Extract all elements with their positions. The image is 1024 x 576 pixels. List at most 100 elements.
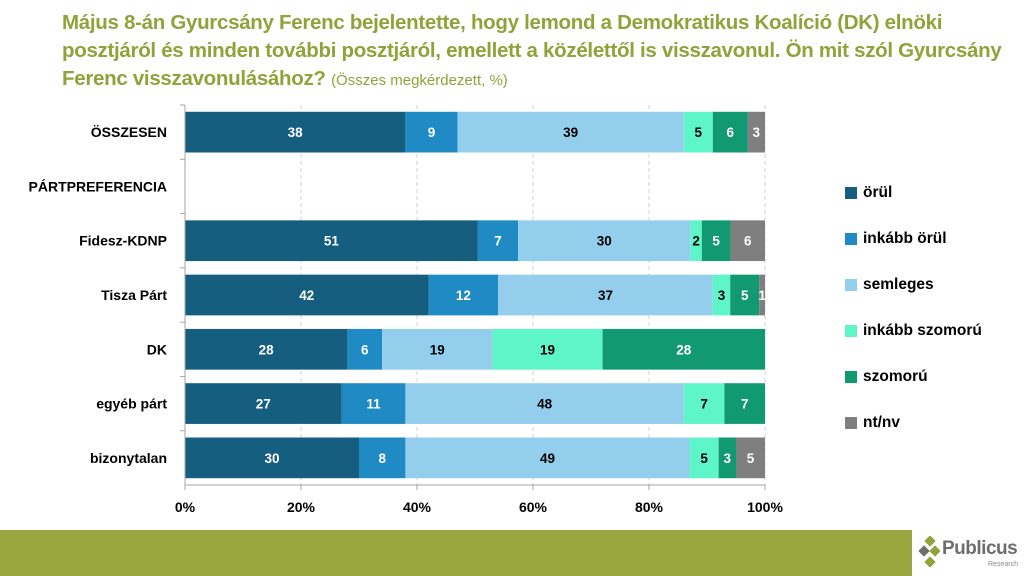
bar-segment xyxy=(428,274,499,316)
x-tick-label: 80% xyxy=(635,499,664,515)
logo-sub: Research xyxy=(988,561,1018,568)
data-label: 7 xyxy=(700,397,708,412)
legend-swatch xyxy=(845,233,857,245)
bar-segment xyxy=(747,111,765,153)
category-label: egyéb párt xyxy=(96,396,167,412)
bar-segment xyxy=(759,274,765,316)
data-label: 6 xyxy=(361,342,369,357)
data-label: 5 xyxy=(695,125,703,140)
category-label: ÖSSZESEN xyxy=(91,124,167,140)
data-label: 7 xyxy=(494,234,502,249)
publicus-logo: Publicus Research xyxy=(918,534,1022,574)
data-label: 2 xyxy=(692,234,700,249)
bar-segment xyxy=(683,111,713,153)
logo-name: Publicus xyxy=(942,538,1018,559)
legend-swatch xyxy=(845,325,857,337)
legend-item: örül xyxy=(845,183,982,229)
data-label: 27 xyxy=(256,397,271,412)
data-label: 9 xyxy=(428,125,436,140)
legend-swatch xyxy=(845,371,857,383)
data-label: 39 xyxy=(563,125,578,140)
data-label: 1 xyxy=(758,288,766,303)
data-label: 6 xyxy=(744,234,752,249)
x-tick-label: 100% xyxy=(747,499,783,515)
data-label: 5 xyxy=(741,288,749,303)
category-label: DK xyxy=(147,341,167,357)
bar-segment xyxy=(185,220,478,262)
data-label: 30 xyxy=(597,234,612,249)
data-label: 19 xyxy=(540,342,555,357)
x-tick-label: 20% xyxy=(287,499,316,515)
bar-segment xyxy=(185,383,342,424)
bar-segment xyxy=(382,328,493,370)
data-label: 51 xyxy=(324,234,340,249)
bar-segment xyxy=(185,328,348,370)
bar-segment xyxy=(405,111,458,153)
legend-item: inkább szomorú xyxy=(845,321,982,367)
bar-segment xyxy=(712,274,731,316)
category-label: bizonytalan xyxy=(90,450,167,466)
bar-segment xyxy=(341,383,406,424)
data-label: 30 xyxy=(264,451,279,466)
data-label: 6 xyxy=(726,125,734,140)
data-label: 3 xyxy=(718,288,726,303)
bar-segment xyxy=(477,220,519,262)
bar-segment xyxy=(718,437,736,479)
bar-segment xyxy=(457,111,684,153)
data-label: 12 xyxy=(456,288,471,303)
bar-segment xyxy=(498,274,713,316)
legend-label: inkább örül xyxy=(863,230,947,247)
data-label: 37 xyxy=(598,288,613,303)
bar-segment xyxy=(518,220,691,262)
legend-label: inkább szomorú xyxy=(863,322,982,339)
bar-segment xyxy=(492,328,603,370)
bar-segment xyxy=(701,220,731,262)
legend-swatch xyxy=(845,279,857,291)
legend-label: szomorú xyxy=(863,368,928,385)
legend-swatch xyxy=(845,187,857,199)
legend-label: örül xyxy=(863,184,893,201)
x-tick-label: 60% xyxy=(519,499,548,515)
data-label: 5 xyxy=(747,451,755,466)
data-label: 8 xyxy=(378,451,386,466)
chart-subtitle: (Összes megkérdezett, %) xyxy=(331,72,508,89)
chart-title: Május 8-án Gyurcsány Ferenc bejelentette… xyxy=(62,9,1012,95)
category-label: PÁRTPREFERENCIA xyxy=(29,178,167,194)
data-label: 42 xyxy=(299,288,314,303)
bar-segment xyxy=(185,274,429,316)
bar-segment xyxy=(602,328,765,370)
bar-segment xyxy=(185,437,359,479)
data-label: 49 xyxy=(540,451,555,466)
data-label: 7 xyxy=(741,397,749,412)
bar-segment xyxy=(405,383,684,424)
bar-segment xyxy=(712,111,748,153)
category-label: Fidesz-KDNP xyxy=(79,233,167,249)
bar-segment xyxy=(690,220,702,262)
x-tick-label: 40% xyxy=(403,499,432,515)
bar-segment xyxy=(359,437,406,479)
bar-segment xyxy=(405,437,690,479)
category-label: Tisza Párt xyxy=(101,287,167,303)
bar-segment xyxy=(185,111,406,153)
bar-segment xyxy=(736,437,765,479)
bar-segment xyxy=(724,383,765,424)
bar-segment xyxy=(347,328,383,370)
bar-segment xyxy=(730,220,765,262)
legend-item: nt/nv xyxy=(845,413,982,459)
data-label: 19 xyxy=(430,342,445,357)
diamond-cluster-icon xyxy=(918,536,940,568)
data-label: 3 xyxy=(753,125,761,140)
data-label: 5 xyxy=(712,234,720,249)
chart-legend: örül inkább örül semleges inkább szomorú szo… xyxy=(845,183,982,459)
legend-swatch xyxy=(845,417,857,429)
data-label: 28 xyxy=(259,342,275,357)
footer-band xyxy=(0,530,912,576)
legend-item: inkább örül xyxy=(845,229,982,275)
chart-title-main: Május 8-án Gyurcsány Ferenc bejelentette… xyxy=(62,11,1002,90)
data-label: 5 xyxy=(700,451,708,466)
legend-label: semleges xyxy=(863,276,934,293)
bar-segment xyxy=(689,437,719,479)
data-label: 28 xyxy=(676,342,692,357)
legend-label: nt/nv xyxy=(863,414,901,431)
